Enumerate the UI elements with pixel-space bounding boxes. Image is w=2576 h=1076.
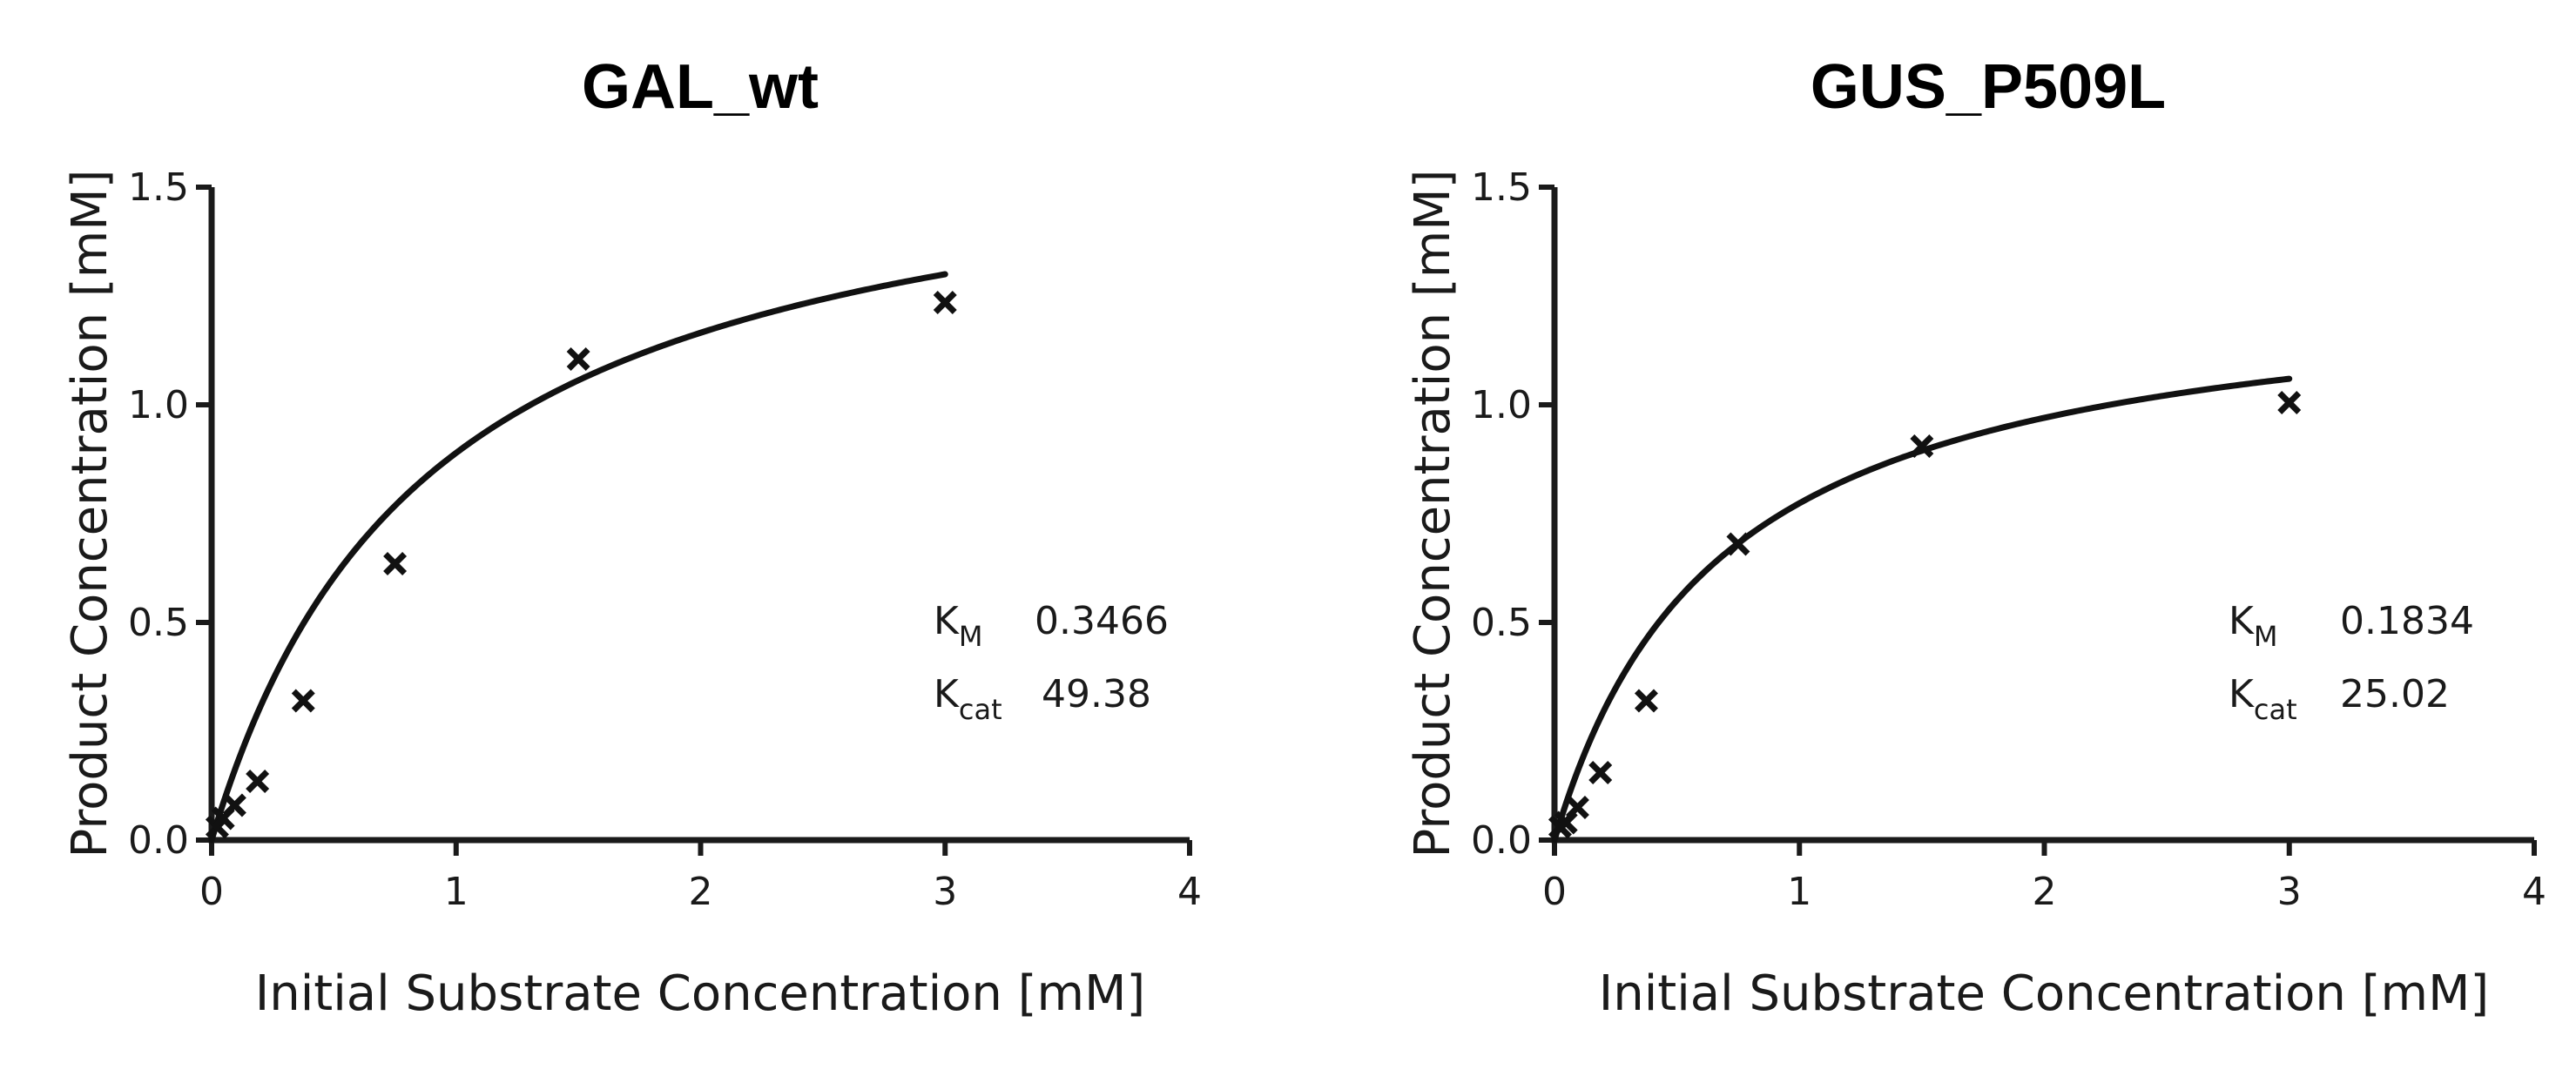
data-points: [1548, 391, 2302, 839]
km-param: KM 0.1834: [2229, 599, 2474, 653]
data-point-stroke: [933, 291, 957, 314]
y-tick-label: 0.5: [1471, 601, 1532, 645]
data-point: [1565, 796, 1589, 819]
chart-title: GAL_wt: [582, 52, 819, 122]
kcat-value: 49.38: [1042, 672, 1151, 716]
data-point: [246, 770, 270, 793]
data-point: [1588, 761, 1613, 784]
y-tick-label: 0.5: [128, 601, 189, 645]
data-point: [1910, 434, 1934, 458]
data-point-stroke: [246, 770, 270, 793]
km-value: 0.1834: [2340, 599, 2474, 643]
km-param: KM 0.3466: [934, 599, 1169, 653]
data-point-stroke: [291, 689, 315, 713]
data-point-stroke: [566, 347, 590, 371]
fit-curve: [208, 271, 948, 844]
y-tick-label: 1.5: [1471, 165, 1532, 210]
y-tick-label: 1.5: [128, 165, 189, 210]
kcat-subscript: cat: [2254, 693, 2297, 726]
x-axis-label: Initial Substrate Concentration [mM]: [1599, 965, 2490, 1022]
data-point-stroke: [1565, 796, 1589, 819]
data-point-stroke: [2277, 391, 2302, 414]
y-axis-label: Product Concentration [mM]: [62, 170, 118, 858]
x-tick-label: 3: [933, 870, 957, 914]
x-tick-label: 0: [1542, 870, 1567, 914]
x-tick-label: 1: [1787, 870, 1811, 914]
km-symbol: K: [934, 599, 960, 643]
data-point-stroke: [1634, 689, 1658, 713]
x-tick-label: 4: [2522, 870, 2546, 914]
data-point: [566, 347, 590, 371]
data-point: [1726, 532, 1750, 556]
x-tick-label: 4: [1177, 870, 1202, 914]
data-point: [1634, 689, 1658, 713]
data-point-stroke: [1726, 532, 1750, 556]
x-tick-label: 2: [2033, 870, 2057, 914]
y-tick-label: 1.0: [128, 383, 189, 427]
y-tick-label: 0.0: [128, 818, 189, 863]
chart-svg-gal-wt: GAL_wt 0 1 2 3 4 0.0 0.5 1.0 1.5 Initial Substra…: [62, 52, 1202, 1022]
fit-curve-group: [1551, 375, 2293, 844]
data-point-stroke: [222, 793, 246, 817]
y-axis-label: Product Concentration [mM]: [1405, 170, 1461, 858]
y-tick-label: 1.0: [1471, 383, 1532, 427]
x-tick-label: 0: [199, 870, 224, 914]
x-tick-label: 1: [444, 870, 469, 914]
chart-panel-gus-p509l: GUS_P509L 0 1 2 3 4 0.0 0.5 1.0 1.5 Initial Subs…: [1288, 0, 2576, 1076]
chart-title: GUS_P509L: [1811, 52, 2166, 122]
data-point-stroke: [1588, 761, 1613, 784]
data-point: [291, 689, 315, 713]
x-tick-label: 2: [689, 870, 713, 914]
fit-curve: [1551, 375, 2293, 844]
data-point: [383, 552, 408, 575]
y-tick-label: 0.0: [1471, 818, 1532, 863]
data-point-stroke: [383, 552, 408, 575]
kcat-subscript: cat: [959, 693, 1002, 726]
km-subscript: M: [959, 620, 983, 653]
km-symbol: K: [2229, 599, 2255, 643]
data-point: [933, 291, 957, 314]
data-points: [205, 291, 957, 839]
kcat-param: Kcat 49.38: [934, 672, 1151, 726]
data-point-stroke: [1910, 434, 1934, 458]
axes: [1551, 187, 2534, 844]
fit-curve-group: [208, 271, 948, 844]
chart-svg-gus-p509l: GUS_P509L 0 1 2 3 4 0.0 0.5 1.0 1.5 Initial Subs…: [1405, 52, 2546, 1022]
svg-text:KM: KM: [934, 599, 982, 653]
ticks: 0 1 2 3 4 0.0 0.5 1.0 1.5: [1471, 165, 2546, 914]
ticks: 0 1 2 3 4 0.0 0.5 1.0 1.5: [128, 165, 1202, 914]
x-axis-label: Initial Substrate Concentration [mM]: [255, 965, 1146, 1022]
axes: [208, 187, 1190, 844]
svg-text:Kcat: Kcat: [2229, 672, 2297, 726]
km-subscript: M: [2254, 620, 2278, 653]
kcat-param: Kcat 25.02: [2229, 672, 2450, 726]
x-tick-label: 3: [2277, 870, 2302, 914]
chart-panel-gal-wt: GAL_wt 0 1 2 3 4 0.0 0.5 1.0 1.5 Initial Substra…: [62, 52, 1202, 1022]
data-point: [2277, 391, 2302, 414]
kcat-symbol: K: [2229, 672, 2255, 716]
km-value: 0.3466: [1035, 599, 1169, 643]
svg-text:Kcat: Kcat: [934, 672, 1002, 726]
kcat-value: 25.02: [2340, 672, 2450, 716]
data-point: [222, 793, 246, 817]
kcat-symbol: K: [934, 672, 960, 716]
svg-text:KM: KM: [2229, 599, 2277, 653]
